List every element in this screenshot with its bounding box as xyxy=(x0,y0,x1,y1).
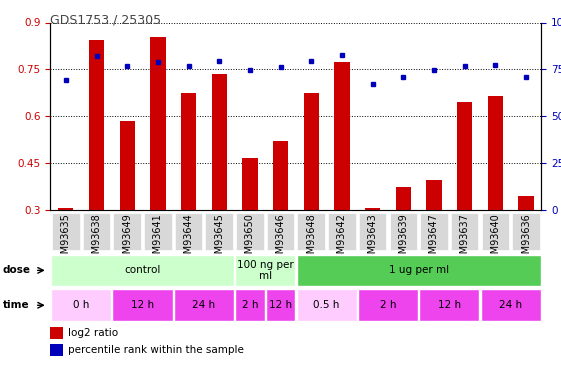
Bar xyxy=(396,187,411,210)
Text: 0 h: 0 h xyxy=(73,300,89,310)
Text: 1 ug per ml: 1 ug per ml xyxy=(389,266,449,275)
FancyBboxPatch shape xyxy=(297,255,541,286)
Text: GSM93647: GSM93647 xyxy=(429,213,439,266)
FancyBboxPatch shape xyxy=(266,290,295,321)
Text: 0.5 h: 0.5 h xyxy=(314,300,340,310)
FancyBboxPatch shape xyxy=(451,213,479,250)
Bar xyxy=(211,74,227,210)
Text: 2 h: 2 h xyxy=(380,300,396,310)
Bar xyxy=(50,344,63,355)
Bar xyxy=(334,62,350,210)
Text: GSM93637: GSM93637 xyxy=(459,213,470,266)
Bar xyxy=(50,327,63,339)
Bar xyxy=(242,158,257,210)
Text: GSM93641: GSM93641 xyxy=(153,213,163,266)
FancyBboxPatch shape xyxy=(235,290,265,321)
Text: GSM93636: GSM93636 xyxy=(521,213,531,266)
FancyBboxPatch shape xyxy=(52,213,80,250)
FancyBboxPatch shape xyxy=(235,255,295,286)
FancyBboxPatch shape xyxy=(267,213,295,250)
FancyBboxPatch shape xyxy=(389,213,417,250)
Bar xyxy=(273,141,288,210)
FancyBboxPatch shape xyxy=(144,213,172,250)
Text: GSM93645: GSM93645 xyxy=(214,213,224,266)
Text: 12 h: 12 h xyxy=(269,300,292,310)
FancyBboxPatch shape xyxy=(481,213,509,250)
Text: control: control xyxy=(125,266,160,275)
Bar xyxy=(488,96,503,210)
Bar xyxy=(89,40,104,210)
Text: time: time xyxy=(3,300,29,310)
FancyBboxPatch shape xyxy=(174,290,234,321)
Bar xyxy=(304,93,319,210)
FancyBboxPatch shape xyxy=(113,213,141,250)
FancyBboxPatch shape xyxy=(112,290,173,321)
Bar xyxy=(426,180,442,210)
Text: percentile rank within the sample: percentile rank within the sample xyxy=(68,345,243,355)
FancyBboxPatch shape xyxy=(297,213,325,250)
FancyBboxPatch shape xyxy=(51,290,111,321)
FancyBboxPatch shape xyxy=(358,290,418,321)
Text: GSM93646: GSM93646 xyxy=(275,213,286,266)
Text: GSM93635: GSM93635 xyxy=(61,213,71,266)
Text: GSM93642: GSM93642 xyxy=(337,213,347,266)
Bar xyxy=(457,102,472,210)
FancyBboxPatch shape xyxy=(205,213,233,250)
FancyBboxPatch shape xyxy=(328,213,356,250)
FancyBboxPatch shape xyxy=(481,290,541,321)
Text: GSM93644: GSM93644 xyxy=(183,213,194,266)
FancyBboxPatch shape xyxy=(297,290,357,321)
Text: GSM93638: GSM93638 xyxy=(91,213,102,266)
Bar xyxy=(365,207,380,210)
FancyBboxPatch shape xyxy=(236,213,264,250)
FancyBboxPatch shape xyxy=(420,213,448,250)
Text: 2 h: 2 h xyxy=(242,300,258,310)
FancyBboxPatch shape xyxy=(419,290,480,321)
Text: 12 h: 12 h xyxy=(131,300,154,310)
FancyBboxPatch shape xyxy=(359,213,387,250)
FancyBboxPatch shape xyxy=(82,213,111,250)
Text: GSM93640: GSM93640 xyxy=(490,213,500,266)
Text: dose: dose xyxy=(3,266,31,275)
Text: 100 ng per
ml: 100 ng per ml xyxy=(237,260,293,281)
Text: GSM93639: GSM93639 xyxy=(398,213,408,266)
Text: GSM93649: GSM93649 xyxy=(122,213,132,266)
Text: GSM93650: GSM93650 xyxy=(245,213,255,266)
FancyBboxPatch shape xyxy=(51,255,234,286)
FancyBboxPatch shape xyxy=(512,213,540,250)
FancyBboxPatch shape xyxy=(174,213,203,250)
Bar xyxy=(150,37,165,210)
Text: GSM93648: GSM93648 xyxy=(306,213,316,266)
Text: log2 ratio: log2 ratio xyxy=(68,328,118,338)
Bar xyxy=(181,93,196,210)
Text: GSM93643: GSM93643 xyxy=(367,213,378,266)
Bar xyxy=(518,196,534,210)
Bar xyxy=(119,121,135,210)
Text: 24 h: 24 h xyxy=(192,300,215,310)
Text: GDS1753 / 25305: GDS1753 / 25305 xyxy=(50,13,162,26)
Text: 12 h: 12 h xyxy=(438,300,461,310)
Text: 24 h: 24 h xyxy=(499,300,522,310)
Bar xyxy=(58,209,73,210)
